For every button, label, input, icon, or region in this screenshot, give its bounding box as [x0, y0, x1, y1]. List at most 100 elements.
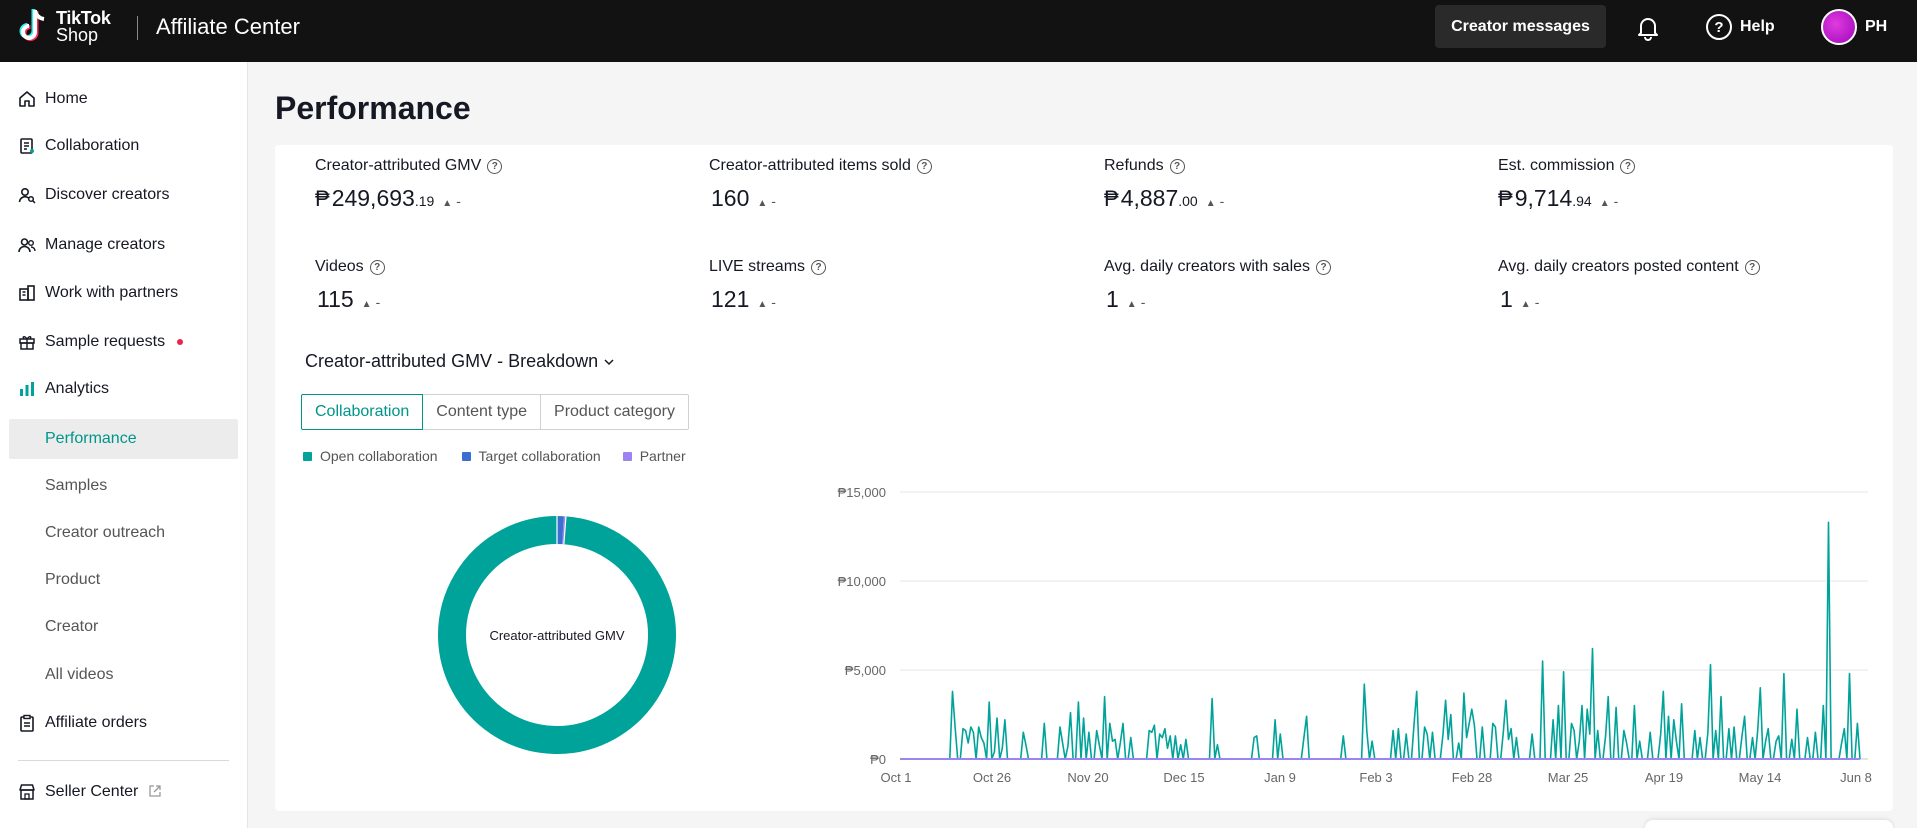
legend-label: Target collaboration: [478, 448, 601, 464]
x-tick-label: Mar 25: [1548, 770, 1588, 785]
legend-swatch: [303, 451, 312, 461]
sidebar-item-label: Work with partners: [45, 284, 179, 301]
sidebar-divider: [18, 760, 229, 761]
help-icon[interactable]: ?: [1620, 158, 1636, 174]
series-line-open-collaboration[interactable]: [900, 521, 1861, 760]
sidebar-subitem-label: Creator outreach: [45, 524, 166, 541]
sidebar-item-label: Affiliate orders: [45, 714, 147, 731]
metric-items-sold: Creator-attributed items sold? 160 ▲ -: [709, 157, 932, 212]
metric-value: 4,887: [1120, 185, 1179, 211]
metric-decimal: .19: [414, 193, 435, 209]
legend-swatch: [622, 451, 632, 461]
y-tick-label: ₱15,000: [838, 485, 886, 500]
legend-partner[interactable]: Partner: [622, 448, 686, 464]
donut-center-label: Creator-attributed GMV: [489, 628, 624, 643]
help-icon[interactable]: ?: [369, 259, 385, 275]
chevron-down-icon: [604, 358, 614, 365]
metric-label: Videos: [315, 258, 364, 275]
metric-label: LIVE streams: [709, 258, 806, 275]
sidebar-subitem-creator-outreach[interactable]: Creator outreach: [9, 513, 238, 553]
legend-target-collaboration[interactable]: Target collaboration: [461, 448, 601, 464]
sidebar-item-seller-center[interactable]: Seller Center: [0, 772, 248, 812]
sidebar-item-work-with-partners[interactable]: Work with partners: [0, 273, 248, 313]
user-menu[interactable]: PH: [1821, 9, 1887, 45]
sidebar-item-label: Seller Center: [45, 783, 139, 800]
metric-label: Avg. daily creators posted content: [1498, 258, 1739, 275]
metric-value: 1: [1106, 286, 1119, 312]
creator-messages-button[interactable]: Creator messages: [1435, 5, 1606, 48]
sidebar-subitem-performance[interactable]: Performance: [9, 419, 238, 459]
tiktok-logo-icon: [19, 9, 45, 41]
sidebar-item-affiliate-orders[interactable]: Affiliate orders: [0, 703, 248, 743]
x-tick-label: Nov 20: [1067, 770, 1108, 785]
metric-trend: -: [1534, 294, 1540, 310]
document-icon: [20, 138, 34, 154]
x-tick-label: Jun 8: [1840, 770, 1872, 785]
sidebar-item-discover-creators[interactable]: Discover creators: [0, 175, 248, 215]
x-tick-label: Feb 3: [1359, 770, 1392, 785]
logo-line1: TikTok: [56, 8, 111, 28]
metric-trend: -: [1219, 193, 1225, 209]
metric-label: Est. commission: [1498, 157, 1615, 174]
gift-icon: [19, 336, 35, 350]
metric-trend: -: [771, 294, 776, 310]
tiktok-shop-logo[interactable]: TikTok Shop: [18, 8, 111, 46]
bar-chart-icon: [20, 382, 34, 396]
legend-swatch: [461, 451, 471, 461]
metric-live-streams: LIVE streams? 121 ▲ -: [709, 258, 827, 313]
metric-trend: -: [456, 193, 461, 209]
x-tick-label: May 14: [1739, 770, 1782, 785]
sidebar-subitem-samples[interactable]: Samples: [9, 466, 238, 506]
help-icon[interactable]: ?: [811, 259, 827, 275]
help-label: Help: [1740, 18, 1775, 35]
donut-separator: [563, 516, 567, 545]
trend-up-icon: ▲: [1205, 198, 1216, 209]
sidebar-item-label: Collaboration: [45, 137, 140, 154]
breakdown-selector[interactable]: Creator-attributed GMV - Breakdown: [305, 351, 616, 372]
metric-gmv: Creator-attributed GMV? ₱ 249,693.19 ▲ -: [315, 157, 503, 212]
metric-value: 1: [1500, 286, 1513, 312]
sidebar-subitem-all-videos[interactable]: All videos: [9, 655, 238, 695]
help-icon[interactable]: ?: [916, 158, 932, 174]
metric-trend: -: [375, 294, 381, 310]
sidebar-item-home[interactable]: Home: [0, 79, 248, 119]
top-bar: TikTok Shop Affiliate Center Creator mes…: [0, 0, 1917, 62]
sidebar-subitem-creator[interactable]: Creator: [9, 607, 238, 647]
person-search-icon: [18, 187, 36, 204]
sidebar-item-collaboration[interactable]: Collaboration: [0, 126, 248, 166]
building-icon: [19, 285, 35, 301]
bell-icon[interactable]: [1634, 14, 1662, 42]
legend-open-collaboration[interactable]: Open collaboration: [303, 448, 438, 464]
tab-content-type[interactable]: Content type: [422, 394, 542, 430]
trend-up-icon: ▲: [757, 299, 768, 310]
performance-card: [275, 145, 1893, 811]
gmv-donut-chart: Creator-attributed GMV: [438, 516, 676, 754]
sidebar-item-analytics[interactable]: Analytics: [0, 369, 248, 409]
sidebar: Home Collaboration Discover creators Man…: [0, 62, 248, 828]
help-icon[interactable]: ?: [487, 158, 503, 174]
sidebar-subitem-label: Creator: [45, 618, 99, 635]
metric-trend: -: [771, 193, 776, 209]
user-initials: PH: [1865, 18, 1888, 35]
help-icon[interactable]: ?: [1316, 259, 1332, 275]
help-icon[interactable]: ?: [1169, 158, 1185, 174]
tab-collaboration[interactable]: Collaboration: [301, 394, 424, 430]
donut-slice-open-collaboration[interactable]: [438, 516, 676, 754]
sidebar-item-sample-requests[interactable]: Sample requests: [0, 322, 248, 362]
currency-symbol: ₱: [1104, 186, 1119, 211]
header-divider: [137, 16, 138, 40]
x-tick-label: Feb 28: [1452, 770, 1492, 785]
metric-commission: Est. commission? ₱ 9,714.94 ▲ -: [1498, 157, 1636, 212]
logo-line2: Shop: [56, 25, 99, 45]
sidebar-item-manage-creators[interactable]: Manage creators: [0, 225, 248, 265]
gmv-line-chart: ₱0 ₱5,000 ₱10,000 ₱15,000 Oct 1 Oct 26 Nov 20 D…: [838, 485, 1872, 785]
logo-text: TikTok Shop: [56, 8, 111, 45]
help-button[interactable]: ? Help: [1706, 14, 1775, 40]
sidebar-subitem-label: All videos: [45, 666, 114, 683]
help-icon[interactable]: ?: [1744, 259, 1760, 275]
tab-product-category[interactable]: Product category: [540, 394, 689, 430]
clipboard-icon: [20, 714, 34, 732]
sidebar-subitem-product[interactable]: Product: [9, 560, 238, 600]
metric-decimal: .00: [1178, 193, 1198, 209]
trend-up-icon: ▲: [442, 198, 453, 209]
